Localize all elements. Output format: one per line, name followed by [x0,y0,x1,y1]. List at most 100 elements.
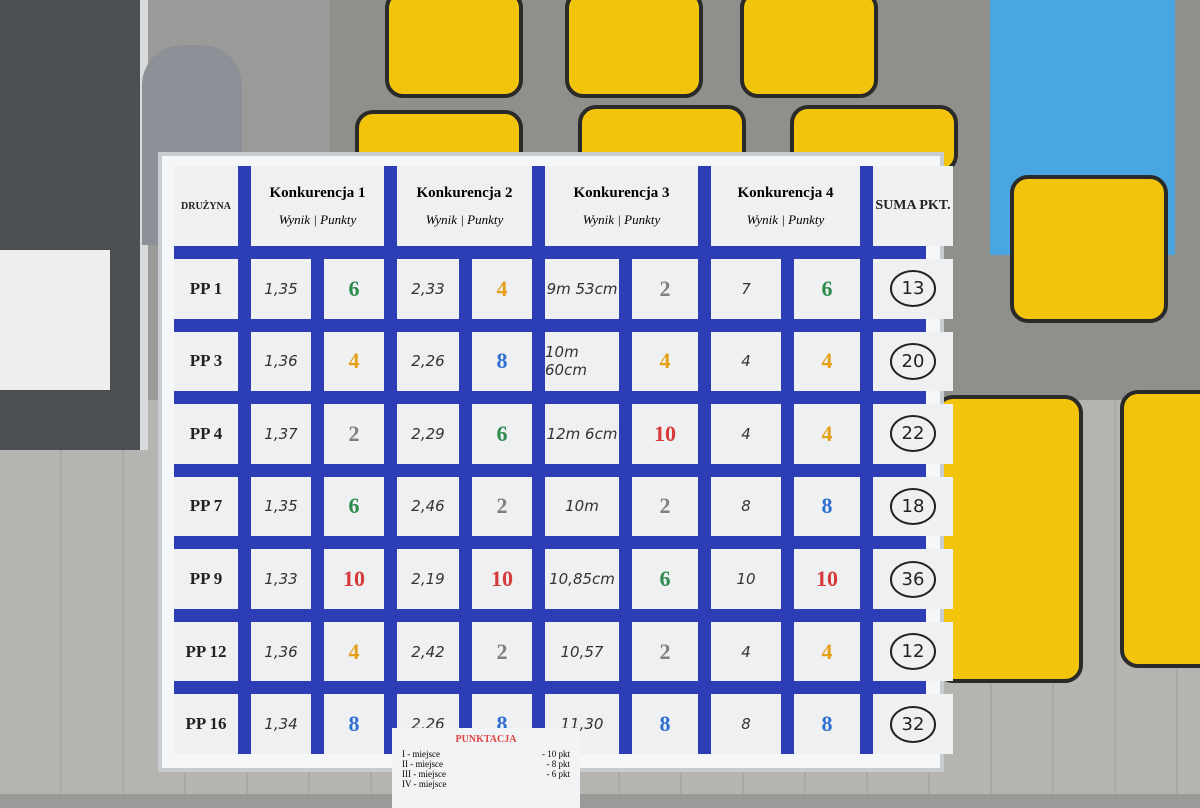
points-card: 10 [324,549,384,609]
points-card: 4 [324,331,384,392]
points-card: 4 [794,621,860,682]
points-card: 8 [632,694,698,754]
result-card: 7 [711,259,781,319]
result-card: 1,35 [251,476,311,537]
sum-cell: 32 [873,694,953,754]
result-card: 4 [711,621,781,682]
points-card: 2 [472,621,532,682]
points-card: 4 [472,259,532,319]
result-card: 10 [711,549,781,609]
points-card: 10 [632,404,698,464]
points-card: 2 [632,621,698,682]
sum-value: 18 [889,487,937,525]
chair [1010,175,1168,323]
points-card: 4 [632,331,698,392]
note-row: I - miejsce - 10 pkt [402,749,570,759]
chair [565,0,703,98]
points-card: 10 [472,549,532,609]
points: - 10 pkt [542,749,570,759]
points-card: 8 [794,694,860,754]
note-row: IV - miejsce [402,779,570,789]
result-card: 2,19 [397,549,459,609]
sum-value: 12 [889,633,937,671]
points-card: 4 [324,621,384,682]
points-card: 6 [472,404,532,464]
sum-value: 22 [889,415,937,453]
points-card: 6 [324,476,384,537]
result-card: 10m 60cm [545,331,619,392]
result-card: 10m [545,476,619,537]
result-card: 10,57 [545,621,619,682]
points-card: 10 [794,549,860,609]
chair [1120,390,1200,668]
result-card: 2,33 [397,259,459,319]
sum-cell: 12 [873,621,953,682]
note-title: PUNKTACJA [455,734,517,745]
points-card: 6 [632,549,698,609]
header-sum: SUMA PKT. [873,166,953,246]
sum-cell: 13 [873,259,953,319]
sum-cell: 36 [873,549,953,609]
table [0,250,110,390]
sum-value: 36 [889,560,937,598]
points-card: 2 [472,476,532,537]
result-card: 8 [711,476,781,537]
sum-cell: 22 [873,404,953,464]
header-team: DRUŻYNA [174,166,238,246]
team-label: PP 9 [174,549,238,609]
whiteboard: DRUŻYNA Konkurencja 1 Wynik | Punkty Konk… [158,152,953,772]
result-card: 2,46 [397,476,459,537]
team-label: PP 12 [174,621,238,682]
result-card: 12m 6cm [545,404,619,464]
points-card: 6 [794,259,860,319]
sum-cell: 18 [873,476,953,537]
team-label: PP 1 [174,259,238,319]
team-label: PP 4 [174,404,238,464]
sum-value: 13 [889,270,937,308]
result-card: 2,42 [397,621,459,682]
chair [935,395,1083,683]
points-card: 2 [324,404,384,464]
points-card: 6 [324,259,384,319]
chair [740,0,878,98]
result-card: 1,37 [251,404,311,464]
scoring-note: PUNKTACJA I - miejsce - 10 pkt II - miejsc… [392,728,580,808]
note-row: II - miejsce - 8 pkt [402,759,570,769]
result-card: 1,35 [251,259,311,319]
result-card: 1,36 [251,331,311,392]
team-label: PP 16 [174,694,238,754]
result-card: 10,85cm [545,549,619,609]
result-card: 1,33 [251,549,311,609]
result-card: 1,34 [251,694,311,754]
team-label: PP 7 [174,476,238,537]
place: IV - miejsce [402,779,447,789]
points-card: 4 [794,404,860,464]
place: III - miejsce [402,769,446,779]
header-event-3: Konkurencja 3 Wynik | Punkty [545,166,698,246]
sum-cell: 20 [873,331,953,392]
result-card: 1,36 [251,621,311,682]
points-card: 2 [632,476,698,537]
note-row: III - miejsce - 6 pkt [402,769,570,779]
result-card: 2,29 [397,404,459,464]
result-card: 8 [711,694,781,754]
team-label: PP 3 [174,331,238,392]
points: - 8 pkt [546,759,571,769]
result-card: 4 [711,404,781,464]
place: II - miejsce [402,759,443,769]
points-card: 8 [472,331,532,392]
points: - 6 pkt [546,769,571,779]
sum-value: 20 [889,342,937,380]
result-card: 9m 53cm [545,259,619,319]
sum-value: 32 [889,705,937,743]
header-event-1: Konkurencja 1 Wynik | Punkty [251,166,384,246]
score-table: DRUŻYNA Konkurencja 1 Wynik | Punkty Konk… [174,166,953,754]
points-card: 8 [324,694,384,754]
result-card: 4 [711,331,781,392]
header-event-2: Konkurencja 2 Wynik | Punkty [397,166,532,246]
chair [385,0,523,98]
result-card: 2,26 [397,331,459,392]
points-card: 2 [632,259,698,319]
points-card: 4 [794,331,860,392]
points-card: 8 [794,476,860,537]
